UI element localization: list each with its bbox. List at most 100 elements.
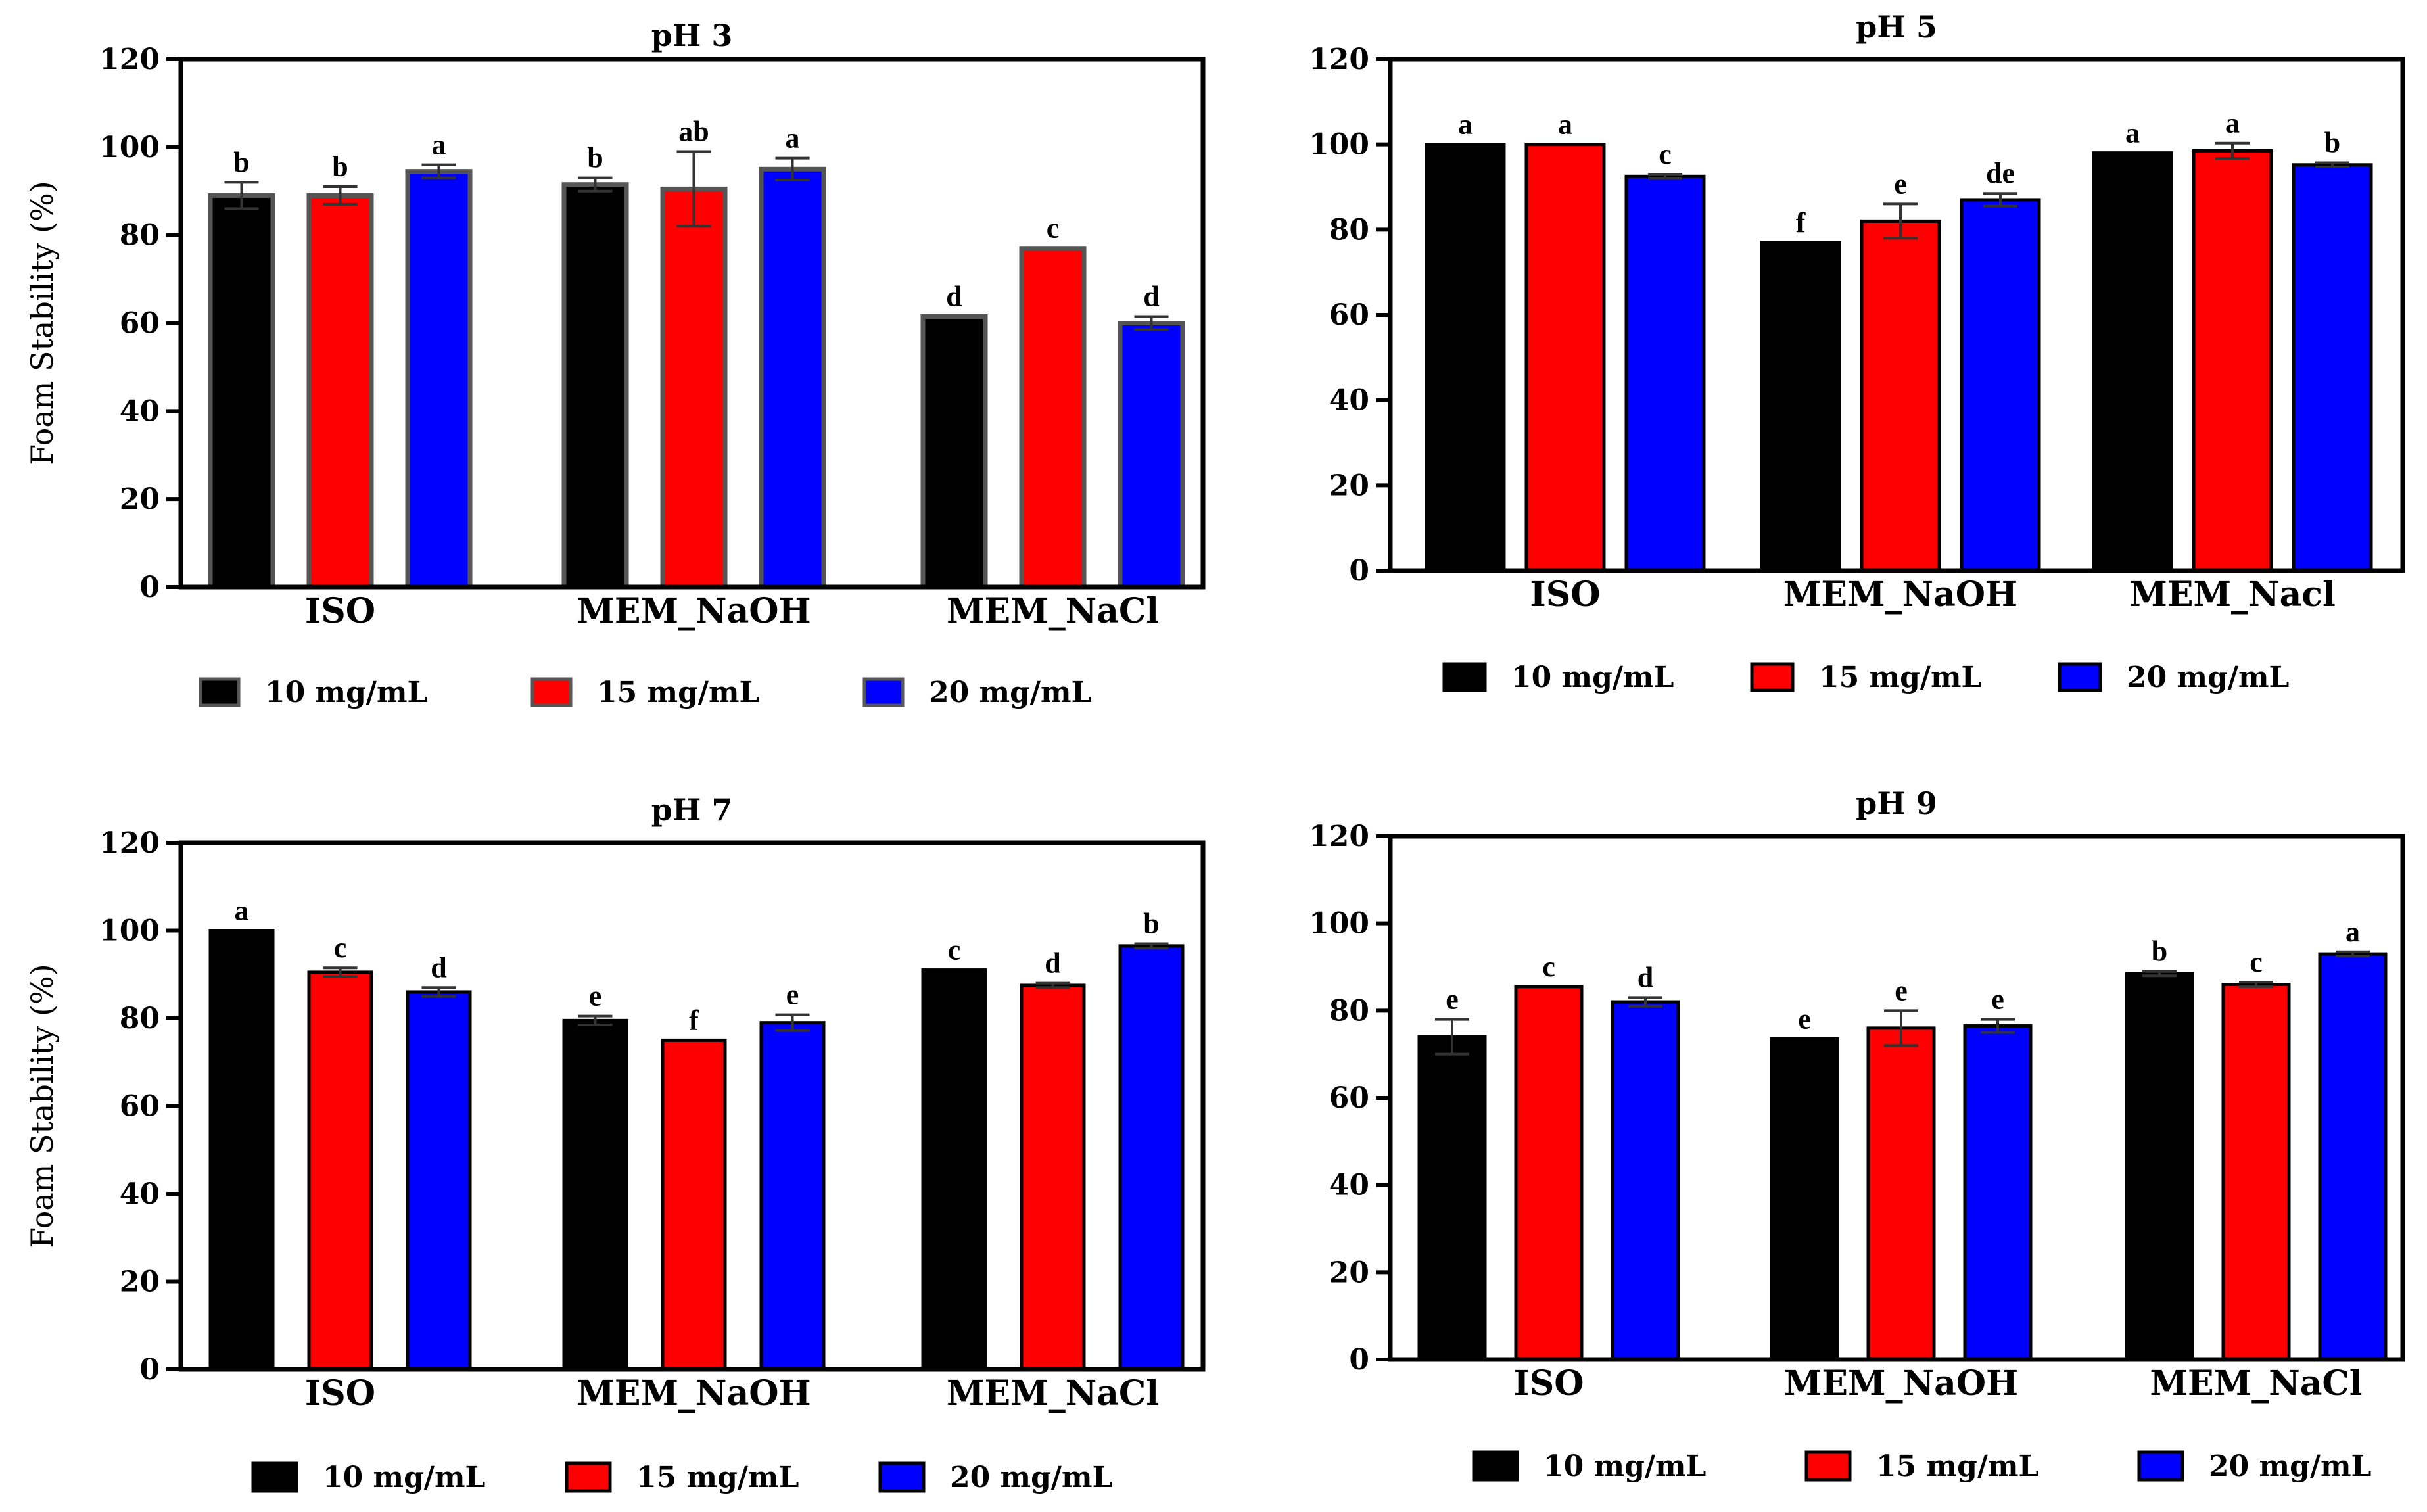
chart-ph-7-legend: 10 mg/mL 15 mg/mL 20 mg/mL: [251, 1461, 1112, 1494]
chart-ph-7-ytick-label: 120: [99, 826, 160, 860]
chart-ph-3-legend-label-15-mg-ml: 15 mg/mL: [597, 676, 759, 709]
chart-ph-5-category-label: MEM_Nacl: [2129, 575, 2335, 615]
chart-ph-7-bar-mem-nacl-20-mg-ml: [1118, 944, 1185, 1371]
chart-ph-7-ytick-label: 0: [139, 1353, 160, 1386]
chart-ph-7-ylabel: Foam Stability (%): [24, 964, 60, 1248]
chart-ph-9-bar-mem-naoh-20-mg-ml: [1963, 1024, 2033, 1361]
chart-ph-7-ytick-label: 80: [120, 1002, 160, 1035]
chart-ph-3-sig-label-mem-nacl-10-mg-ml: d: [946, 280, 962, 312]
chart-ph-5: pH 5 0 20 40 60 80 100 120 a a c ISO f e de MEM_NaOH a a b…: [1309, 9, 2405, 694]
chart-ph-3-sig-label-mem-naoh-15-mg-ml: ab: [678, 116, 709, 148]
chart-ph-5-ytick-label: 40: [1329, 384, 1369, 417]
chart-ph-7-sig-label-mem-nacl-15-mg-ml: d: [1045, 947, 1060, 980]
chart-ph-5-legend-label-20-mg-ml: 20 mg/mL: [2127, 661, 2289, 694]
chart-ph-9-legend-label-15-mg-ml: 15 mg/mL: [1876, 1450, 2038, 1483]
chart-ph-3-bar-mem-nacl-20-mg-ml: [1118, 321, 1185, 590]
chart-ph-7-legend-swatch-15-mg-ml: [565, 1461, 612, 1493]
chart-ph-3-ytick-label: 100: [99, 131, 160, 164]
chart-ph-5-sig-label-iso-10-mg-ml: a: [1458, 108, 1473, 141]
chart-ph-5-sig-label-mem-naoh-10-mg-ml: f: [1796, 206, 1806, 239]
chart-ph-9-title: pH 9: [1856, 786, 1937, 821]
chart-ph-3-bar-mem-nacl-15-mg-ml: [1019, 246, 1087, 590]
chart-ph-7-sig-label-mem-nacl-10-mg-ml: c: [948, 934, 961, 966]
chart-ph-7-sig-label-mem-naoh-10-mg-ml: e: [589, 980, 602, 1012]
chart-ph-3-ytick-label: 0: [139, 571, 160, 604]
chart-ph-9-sig-label-mem-naoh-10-mg-ml: e: [1798, 1003, 1811, 1035]
chart-ph-9-legend: 10 mg/mL 15 mg/mL 20 mg/mL: [1472, 1450, 2371, 1483]
chart-ph-3-ylabel: Foam Stability (%): [24, 181, 60, 465]
chart-ph-5-ytick-label: 60: [1329, 298, 1369, 332]
chart-ph-5-bar-mem-naoh-15-mg-ml: [1860, 219, 1941, 573]
chart-ph-7-legend-label-10-mg-ml: 10 mg/mL: [323, 1461, 485, 1494]
chart-ph-7-sig-label-iso-15-mg-ml: c: [334, 932, 347, 964]
chart-ph-3-bar-mem-naoh-15-mg-ml: [660, 186, 728, 590]
chart-ph-3-sig-label-iso-20-mg-ml: a: [432, 129, 446, 161]
chart-ph-5-bar-mem-naoh-10-mg-ml: [1760, 241, 1841, 573]
chart-ph-5-sig-label-mem-nacl-20-mg-ml: b: [2324, 127, 2340, 159]
chart-ph-9-sig-label-mem-naoh-15-mg-ml: e: [1895, 974, 1908, 1006]
chart-ph-5-sig-label-mem-naoh-15-mg-ml: e: [1894, 168, 1907, 200]
chart-ph-3-legend-swatch-20-mg-ml: [862, 677, 905, 707]
chart-ph-3-ytick-label: 20: [120, 483, 160, 516]
chart-ph-7-bar-mem-naoh-10-mg-ml: [562, 1018, 628, 1371]
chart-ph-7-ytick-label: 100: [99, 914, 160, 948]
chart-ph-7-bar-mem-naoh-15-mg-ml: [661, 1038, 727, 1371]
chart-ph-3-sig-label-iso-15-mg-ml: b: [332, 151, 348, 183]
chart-ph-9-bar-iso-10-mg-ml: [1417, 1035, 1487, 1361]
chart-ph-5-sig-label-mem-nacl-10-mg-ml: a: [2125, 117, 2140, 149]
chart-ph-7-bar-mem-nacl-15-mg-ml: [1020, 983, 1086, 1371]
chart-ph-9-sig-label-mem-nacl-15-mg-ml: c: [2250, 946, 2263, 978]
chart-ph-9-sig-label-iso-15-mg-ml: c: [1542, 951, 1555, 983]
chart-ph-9-category-label: MEM_NaCl: [2150, 1363, 2362, 1404]
chart-ph-5-bar-mem-naoh-20-mg-ml: [1960, 198, 2041, 573]
chart-ph-5-title: pH 5: [1856, 9, 1937, 45]
chart-ph-3-sig-label-mem-nacl-15-mg-ml: c: [1047, 212, 1060, 245]
chart-ph-7-category-label: ISO: [305, 1373, 375, 1413]
chart-ph-7-bar-iso-15-mg-ml: [307, 970, 373, 1371]
chart-ph-9-bar-iso-20-mg-ml: [1611, 1000, 1680, 1361]
chart-ph-5-category-label: ISO: [1530, 575, 1600, 615]
chart-ph-9-ytick-label: 20: [1329, 1256, 1369, 1289]
chart-ph-3-legend-label-20-mg-ml: 20 mg/mL: [929, 676, 1091, 709]
chart-ph-5-ytick-label: 80: [1329, 213, 1369, 247]
chart-ph-7-sig-label-mem-nacl-20-mg-ml: b: [1143, 908, 1159, 940]
chart-ph-7-category-label: MEM_NaCl: [947, 1373, 1159, 1413]
chart-ph-7-bar-iso-10-mg-ml: [208, 929, 275, 1371]
chart-ph-5-legend-label-10-mg-ml: 10 mg/mL: [1511, 661, 1674, 694]
chart-ph-3-sig-label-mem-nacl-20-mg-ml: d: [1143, 280, 1159, 312]
chart-ph-5-bar-iso-15-mg-ml: [1524, 143, 1606, 573]
chart-ph-9-legend-swatch-10-mg-ml: [1472, 1450, 1519, 1482]
chart-ph-9-bar-mem-naoh-15-mg-ml: [1866, 1026, 1936, 1361]
chart-ph-9-sig-label-mem-nacl-20-mg-ml: a: [2345, 916, 2360, 948]
chart-ph-3-sig-label-mem-naoh-10-mg-ml: b: [587, 142, 603, 174]
chart-ph-5-bar-iso-10-mg-ml: [1425, 143, 1506, 573]
chart-ph-7-sig-label-mem-naoh-20-mg-ml: e: [786, 979, 799, 1011]
chart-ph-3: pH 3 Foam Stability (%) 0 20 40 60 80 100 120 b b a…: [24, 18, 1206, 709]
chart-ph-5-plot-frame: [1388, 57, 2405, 573]
chart-ph-3-sig-label-mem-naoh-20-mg-ml: a: [786, 122, 800, 154]
chart-ph-7-title: pH 7: [651, 792, 733, 828]
chart-ph-3-legend-swatch-15-mg-ml: [530, 677, 573, 707]
chart-ph-9-bar-iso-15-mg-ml: [1514, 985, 1584, 1361]
chart-ph-3-legend-label-10-mg-ml: 10 mg/mL: [265, 676, 427, 709]
chart-ph-7-sig-label-iso-20-mg-ml: d: [431, 951, 446, 983]
chart-ph-3-bar-iso-15-mg-ml: [306, 193, 374, 590]
chart-ph-9-ytick-label: 60: [1329, 1081, 1369, 1115]
chart-ph-9-sig-label-iso-20-mg-ml: d: [1638, 961, 1653, 993]
chart-ph-9-sig-label-iso-10-mg-ml: e: [1446, 983, 1459, 1016]
chart-ph-7-bar-iso-20-mg-ml: [406, 990, 472, 1371]
chart-ph-9-ytick-label: 80: [1329, 994, 1369, 1028]
chart-ph-9-legend-label-10-mg-ml: 10 mg/mL: [1543, 1450, 1706, 1483]
chart-ph-3-bar-mem-naoh-20-mg-ml: [759, 166, 826, 590]
chart-ph-3-legend-swatch-10-mg-ml: [199, 677, 241, 707]
chart-ph-5-legend-swatch-10-mg-ml: [1442, 662, 1487, 692]
chart-ph-7-bar-mem-nacl-10-mg-ml: [921, 968, 987, 1371]
chart-ph-9-bar-mem-nacl-15-mg-ml: [2221, 983, 2291, 1361]
chart-ph-7-ytick-label: 20: [120, 1265, 160, 1299]
chart-ph-7: pH 7 Foam Stability (%) 0 20 40 60 80 100 120 a c d…: [24, 792, 1206, 1494]
chart-ph-5-legend: 10 mg/mL 15 mg/mL 20 mg/mL: [1442, 661, 2289, 694]
chart-ph-9-sig-label-mem-nacl-10-mg-ml: b: [2152, 935, 2167, 968]
chart-ph-7-legend-label-20-mg-ml: 20 mg/mL: [950, 1461, 1112, 1494]
chart-ph-5-sig-label-mem-nacl-15-mg-ml: a: [2225, 107, 2240, 139]
